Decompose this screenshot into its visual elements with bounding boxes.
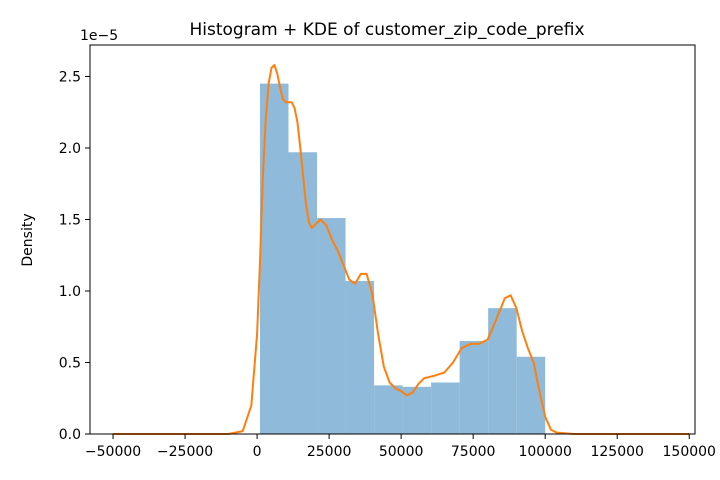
plot-area: [89, 44, 696, 435]
y-axis: 0.0 0.5 1.0 1.5 2.0 2.5: [59, 69, 90, 443]
histogram-bar: [402, 386, 432, 434]
kde-line: [113, 64, 690, 435]
x-tick-label: 25000: [307, 444, 352, 460]
y-tick-label: 0.0: [59, 427, 81, 443]
y-tick-label: 1.0: [59, 284, 81, 300]
y-tick-label: 2.5: [59, 69, 81, 85]
histogram-bar: [374, 385, 403, 434]
x-tick-label: 0: [253, 444, 262, 460]
x-tick-label: 50000: [379, 444, 424, 460]
x-tick-label: 125000: [590, 444, 643, 460]
histogram-bar: [459, 341, 489, 434]
x-tick-label: 100000: [518, 444, 571, 460]
y-axis-label: Density: [20, 213, 36, 266]
histogram-bar: [288, 152, 318, 434]
x-tick-label: 75000: [451, 444, 496, 460]
x-tick-label: 150000: [663, 444, 716, 460]
histogram-bar: [431, 382, 460, 434]
histogram-bar: [345, 280, 375, 434]
x-tick-label: −25000: [157, 444, 213, 460]
y-axis-offset-label: 1e−5: [80, 28, 118, 44]
histogram-bar: [317, 218, 346, 434]
y-tick-label: 0.5: [59, 355, 81, 371]
chart-title: Histogram + KDE of customer_zip_code_pre…: [189, 20, 584, 40]
y-tick-label: 1.5: [59, 212, 81, 228]
axes-frame: [89, 44, 696, 435]
y-tick-label: 2.0: [59, 141, 81, 157]
x-tick-label: −50000: [85, 444, 141, 460]
x-axis: −50000 −25000 0 25000 50000 75000 100000 125000…: [85, 434, 716, 460]
